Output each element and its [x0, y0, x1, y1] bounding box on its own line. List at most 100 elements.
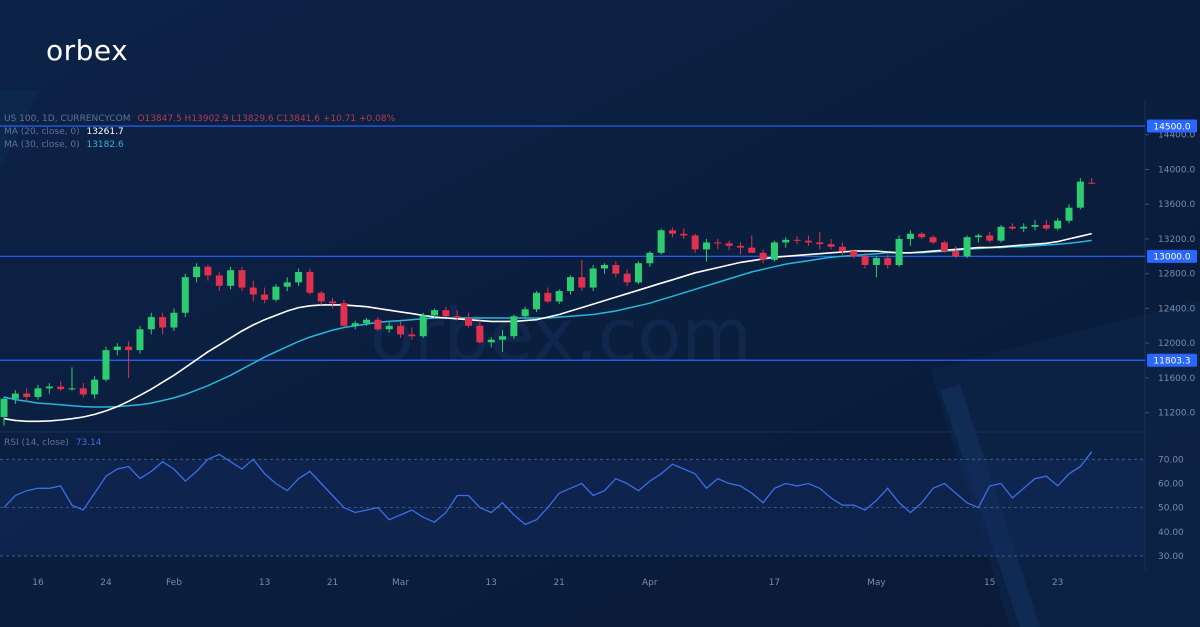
- candle-up: [11, 390, 19, 404]
- level-label: 13000.0: [1153, 253, 1190, 263]
- candle-up: [295, 268, 303, 286]
- candle-body: [68, 388, 76, 390]
- candle-body: [872, 258, 880, 265]
- candle-down: [249, 280, 257, 302]
- rsi-tick-label: 30.00: [1158, 552, 1184, 562]
- candle-up: [974, 233, 982, 243]
- level-badge: [1147, 353, 1197, 367]
- candle-up: [181, 273, 189, 318]
- candle-up: [34, 384, 42, 400]
- candle-up: [906, 230, 914, 246]
- candle-up: [170, 308, 178, 331]
- price-tick-label: 12000.0: [1158, 339, 1195, 349]
- candle-body: [79, 388, 87, 395]
- time-tick-label: May: [867, 578, 886, 588]
- candle-body: [0, 398, 8, 417]
- candle-down: [736, 242, 744, 255]
- candle-body: [884, 258, 892, 265]
- candle-down: [57, 381, 65, 391]
- candle-down: [125, 341, 133, 378]
- time-tick-label: 24: [100, 578, 112, 588]
- price-tick-label: 13600.0: [1158, 200, 1195, 210]
- candle-body: [45, 386, 53, 389]
- candle-up: [555, 289, 563, 305]
- watermark: orbex.com: [370, 293, 752, 377]
- candle-up: [136, 325, 144, 354]
- candle-down: [714, 238, 722, 250]
- candle-body: [113, 346, 121, 351]
- candle-body: [499, 336, 507, 340]
- candle-body: [91, 379, 99, 395]
- candle-body: [895, 238, 903, 265]
- legend-ma20-value: 13261.7: [86, 127, 124, 137]
- candle-up: [193, 263, 201, 283]
- candle-body: [374, 319, 382, 330]
- price-tick-label: 11600.0: [1158, 374, 1195, 384]
- candle-body: [600, 265, 608, 269]
- candle-body: [748, 247, 756, 253]
- decor-stripe-left: [0, 90, 40, 170]
- candle-body: [431, 310, 439, 316]
- candle-body: [816, 242, 824, 245]
- candle-down: [453, 310, 461, 321]
- candle-down: [884, 254, 892, 269]
- candle-down: [691, 233, 699, 253]
- candle-up: [1076, 178, 1084, 210]
- candle-down: [623, 269, 631, 286]
- candle-body: [940, 242, 948, 252]
- level-badge: [1147, 249, 1197, 263]
- candle-body: [850, 251, 858, 257]
- candle-body: [623, 273, 631, 283]
- candle-up: [770, 240, 778, 262]
- candle-body: [329, 301, 337, 304]
- candle-body: [351, 323, 359, 326]
- time-tick-label: Mar: [392, 578, 409, 588]
- candle-body: [159, 317, 167, 328]
- candle-down: [238, 266, 246, 292]
- candle-up: [91, 376, 99, 399]
- candle-up: [997, 225, 1005, 243]
- candle-up: [385, 322, 393, 333]
- candle-up: [227, 266, 235, 290]
- rsi-tick-label: 50.00: [1158, 504, 1184, 514]
- candle-down: [612, 261, 620, 278]
- candle-down: [816, 232, 824, 250]
- time-tick-label: 15: [984, 578, 995, 588]
- candle-body: [1008, 226, 1016, 229]
- time-tick-label: 21: [553, 578, 564, 588]
- candle-up: [45, 383, 53, 394]
- candle-down: [850, 249, 858, 259]
- candle-down: [1088, 177, 1096, 185]
- candle-body: [510, 316, 518, 337]
- candle-body: [181, 277, 189, 313]
- candle-body: [215, 275, 223, 286]
- candle-body: [827, 244, 835, 247]
- price-tick-label: 12800.0: [1158, 270, 1195, 280]
- candle-down: [159, 312, 167, 335]
- price-tick-label: 13200.0: [1158, 235, 1195, 245]
- candle-down: [476, 320, 484, 344]
- candle-up: [521, 306, 529, 319]
- candle-body: [295, 271, 303, 283]
- candle-body: [702, 242, 710, 250]
- time-tick-label: 21: [327, 578, 338, 588]
- legend-ma30-label: MA (30, close, 0): [4, 140, 80, 150]
- candle-body: [589, 268, 597, 288]
- candle-body: [736, 245, 744, 248]
- candle-body: [759, 252, 767, 260]
- time-tick-label: 13: [485, 578, 496, 588]
- candle-down: [397, 321, 405, 338]
- candle-body: [1065, 207, 1073, 221]
- candle-body: [385, 325, 393, 330]
- candle-down: [1008, 223, 1016, 231]
- candle-up: [487, 337, 495, 348]
- candle-down: [827, 238, 835, 250]
- candle-up: [567, 275, 574, 295]
- candle-down: [918, 232, 926, 239]
- candle-body: [57, 386, 65, 390]
- candle-body: [634, 263, 642, 283]
- candle-up: [895, 235, 903, 267]
- candle-body: [306, 271, 314, 293]
- rsi-line: [3, 451, 1093, 526]
- candle-up: [1065, 204, 1073, 224]
